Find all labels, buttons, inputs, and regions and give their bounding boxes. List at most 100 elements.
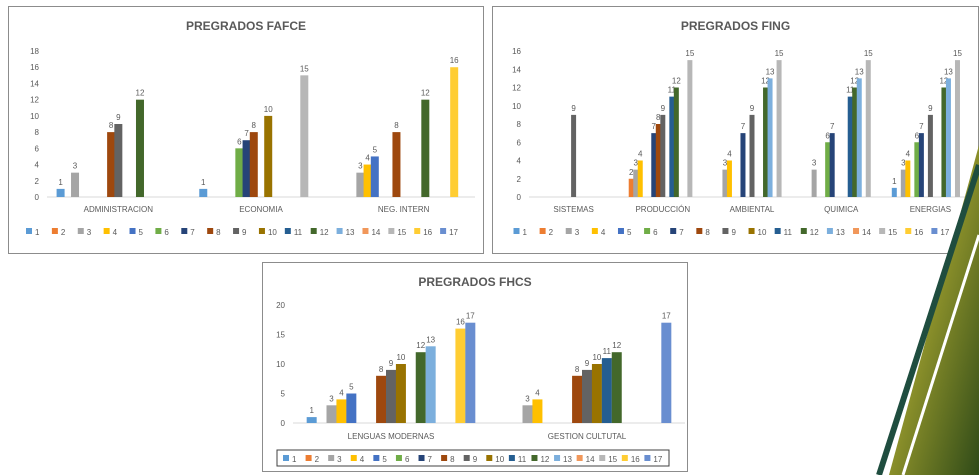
data-label: 10 bbox=[396, 353, 405, 362]
y-tick-label: 2 bbox=[35, 177, 40, 186]
data-label: 11 bbox=[668, 86, 677, 95]
legend-label: 11 bbox=[294, 228, 303, 237]
legend-swatch-9 bbox=[463, 455, 470, 461]
bar-series-17 bbox=[661, 322, 672, 423]
legend-swatch-7 bbox=[418, 455, 425, 461]
bar-series-15 bbox=[687, 60, 693, 197]
data-label: 13 bbox=[426, 335, 435, 344]
y-tick-label: 16 bbox=[30, 63, 39, 72]
bar-series-8 bbox=[572, 375, 583, 423]
bar-series-6 bbox=[825, 142, 831, 197]
legend-label: 3 bbox=[337, 455, 342, 464]
legend-box bbox=[276, 449, 670, 467]
data-label: 17 bbox=[662, 312, 671, 321]
legend-label: 10 bbox=[495, 455, 504, 464]
data-label: 17 bbox=[466, 312, 475, 321]
y-tick-label: 4 bbox=[35, 161, 40, 170]
bar-series-8 bbox=[392, 132, 401, 197]
bar-series-12 bbox=[421, 99, 430, 197]
legend-swatch-5 bbox=[129, 228, 136, 234]
bar-series-10 bbox=[264, 115, 273, 197]
legend-swatch-11 bbox=[774, 228, 781, 234]
legend-swatch-5 bbox=[617, 228, 624, 234]
legend-label: 13 bbox=[563, 455, 572, 464]
y-tick-label: 18 bbox=[30, 47, 39, 56]
bar-series-13 bbox=[425, 346, 436, 423]
legend-label: 12 bbox=[540, 455, 549, 464]
data-label: 8 bbox=[379, 365, 384, 374]
data-label: 3 bbox=[901, 159, 906, 168]
legend-swatch-5 bbox=[373, 455, 380, 461]
legend-label: 6 bbox=[653, 228, 658, 237]
legend-label: 14 bbox=[371, 228, 380, 237]
legend-swatch-16 bbox=[414, 228, 421, 234]
bar-series-7 bbox=[651, 133, 657, 197]
legend-label: 13 bbox=[346, 228, 355, 237]
data-label: 12 bbox=[672, 77, 681, 86]
data-label: 15 bbox=[685, 49, 694, 58]
bar-series-8 bbox=[249, 132, 258, 197]
bar-series-9 bbox=[571, 114, 577, 197]
bar-series-6 bbox=[914, 142, 920, 197]
data-label: 2 bbox=[629, 168, 634, 177]
legend-label: 12 bbox=[320, 228, 329, 237]
bar-series-3 bbox=[356, 172, 365, 197]
legend-label: 2 bbox=[549, 228, 554, 237]
legend-swatch-10 bbox=[748, 228, 755, 234]
bar-series-5 bbox=[370, 156, 379, 197]
bar-series-4 bbox=[532, 399, 543, 423]
legend-swatch-12 bbox=[310, 228, 317, 234]
data-label: 6 bbox=[915, 131, 920, 140]
bar-series-15 bbox=[300, 75, 309, 197]
y-tick-label: 16 bbox=[512, 47, 521, 56]
category-label: LENGUAS MODERNAS bbox=[348, 432, 435, 441]
legend-label: 14 bbox=[586, 455, 595, 464]
category-label: GESTION CULTUTAL bbox=[548, 432, 627, 441]
bar-series-3 bbox=[522, 405, 533, 423]
bar-series-11 bbox=[669, 96, 675, 197]
legend-swatch-11 bbox=[284, 228, 291, 234]
bar-series-9 bbox=[660, 114, 666, 197]
data-label: 4 bbox=[365, 154, 370, 163]
legend-swatch-14 bbox=[853, 228, 860, 234]
data-label: 12 bbox=[612, 341, 621, 350]
category-label: ENERGIAS bbox=[910, 205, 951, 214]
y-tick-label: 10 bbox=[30, 112, 39, 121]
legend-swatch-3 bbox=[328, 455, 335, 461]
legend-label: 17 bbox=[449, 228, 458, 237]
bar-series-9 bbox=[749, 114, 755, 197]
legend-label: 16 bbox=[423, 228, 432, 237]
data-label: 12 bbox=[939, 77, 948, 86]
bar-series-4 bbox=[905, 160, 911, 197]
data-label: 11 bbox=[603, 347, 612, 356]
data-label: 12 bbox=[761, 77, 770, 86]
bar-series-4 bbox=[336, 399, 347, 423]
data-label: 12 bbox=[416, 341, 425, 350]
bar-series-13 bbox=[856, 78, 862, 197]
legend-swatch-11 bbox=[508, 455, 515, 461]
legend-swatch-16 bbox=[905, 228, 912, 234]
bar-series-1 bbox=[56, 188, 65, 197]
bar-series-7 bbox=[918, 133, 924, 197]
y-tick-label: 0 bbox=[35, 193, 40, 202]
legend-label: 14 bbox=[862, 228, 871, 237]
legend-swatch-15 bbox=[388, 228, 395, 234]
legend-swatch-2 bbox=[51, 228, 58, 234]
legend-label: 1 bbox=[523, 228, 528, 237]
legend-swatch-15 bbox=[599, 455, 606, 461]
legend-label: 1 bbox=[35, 228, 40, 237]
bar-series-8 bbox=[655, 124, 661, 197]
bar-series-12 bbox=[611, 352, 622, 423]
category-label: AMBIENTAL bbox=[730, 205, 775, 214]
data-label: 10 bbox=[264, 105, 273, 114]
bar-series-13 bbox=[945, 78, 951, 197]
data-label: 9 bbox=[928, 104, 933, 113]
data-label: 7 bbox=[919, 122, 924, 131]
bar-series-12 bbox=[852, 87, 858, 197]
bar-series-3 bbox=[633, 169, 639, 197]
legend-label: 5 bbox=[627, 228, 632, 237]
legend-swatch-1 bbox=[283, 455, 289, 461]
legend-label: 16 bbox=[914, 228, 923, 237]
data-label: 15 bbox=[864, 49, 873, 58]
